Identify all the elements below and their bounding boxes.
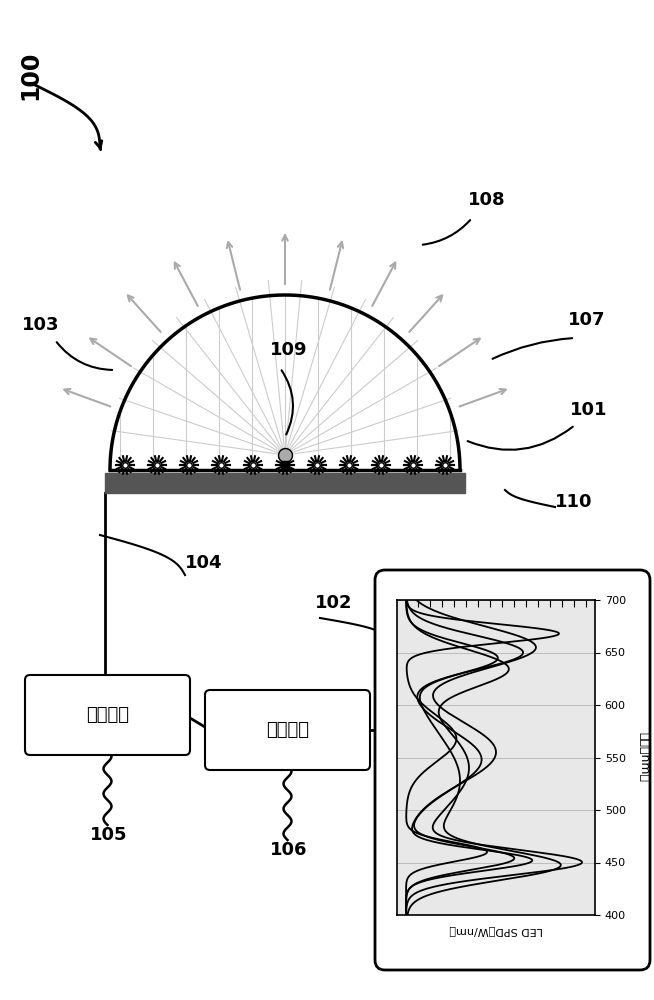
Text: 104: 104 bbox=[185, 554, 222, 572]
Text: 103: 103 bbox=[22, 316, 60, 334]
Text: 105: 105 bbox=[90, 826, 127, 844]
Text: 109: 109 bbox=[270, 341, 307, 359]
Text: 102: 102 bbox=[315, 594, 353, 612]
Text: 控制单元: 控制单元 bbox=[86, 706, 129, 724]
FancyBboxPatch shape bbox=[25, 675, 190, 755]
Bar bbox=[105, 473, 465, 493]
Text: 110: 110 bbox=[555, 493, 593, 511]
Text: 100: 100 bbox=[18, 50, 42, 100]
Text: 存储介质: 存储介质 bbox=[266, 721, 309, 739]
X-axis label: LED SPD（W/nm）: LED SPD（W/nm） bbox=[449, 926, 543, 936]
Text: 106: 106 bbox=[269, 841, 307, 859]
Text: 108: 108 bbox=[468, 191, 506, 209]
Text: 101: 101 bbox=[570, 401, 608, 419]
FancyBboxPatch shape bbox=[375, 570, 650, 970]
Y-axis label: 波长（nm）: 波长（nm） bbox=[638, 732, 651, 782]
Bar bbox=[281, 461, 289, 469]
FancyBboxPatch shape bbox=[205, 690, 370, 770]
Text: 107: 107 bbox=[568, 311, 606, 329]
